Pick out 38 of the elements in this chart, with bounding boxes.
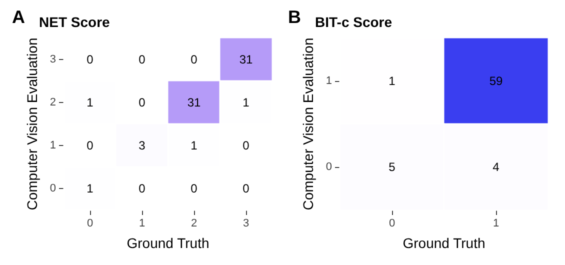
data-label: 0 — [242, 138, 250, 152]
y-tick-label: 0 — [50, 182, 56, 194]
chart-title: BIT-c Score — [315, 14, 392, 30]
y-tick-label: 1 — [50, 140, 56, 152]
data-label: 31 — [239, 52, 253, 66]
data-label: 31 — [187, 96, 201, 110]
data-label: 0 — [242, 182, 250, 196]
data-label: 3 — [138, 138, 146, 152]
x-tick-label: 1 — [492, 218, 500, 230]
y-tick-label: 3 — [50, 54, 56, 66]
data-label: 0 — [138, 182, 146, 196]
data-label: 5 — [388, 160, 396, 174]
x-tick-label: 3 — [242, 218, 250, 230]
x-tick-label: 0 — [388, 218, 396, 230]
x-tick-label: 0 — [86, 218, 94, 230]
data-label: 1 — [388, 74, 396, 88]
text: B — [288, 7, 301, 27]
data-label: 1 — [190, 138, 198, 152]
data-label: 0 — [190, 52, 198, 66]
data-label: 59 — [489, 74, 503, 88]
data-label: 1 — [242, 96, 250, 110]
x-tick-label: 2 — [190, 218, 198, 230]
text: A — [12, 7, 25, 27]
data-label: 0 — [86, 138, 94, 152]
data-label: 0 — [138, 96, 146, 110]
data-label: 0 — [190, 182, 198, 196]
data-label: 1 — [86, 96, 94, 110]
data-label: 0 — [138, 52, 146, 66]
data-label: 1 — [86, 182, 94, 196]
data-label: 4 — [492, 160, 500, 174]
chart-title: NET Score — [39, 14, 110, 30]
x-tick-label: 1 — [138, 218, 146, 230]
y-tick-label: 2 — [50, 96, 56, 108]
y-axis-title: Computer Vision Evaluation — [300, 38, 316, 210]
data-label: 0 — [86, 52, 94, 66]
x-axis-title: Ground Truth — [402, 235, 486, 251]
x-axis-title: Ground Truth — [126, 235, 210, 251]
y-axis-title: Computer Vision Evaluation — [24, 38, 40, 210]
